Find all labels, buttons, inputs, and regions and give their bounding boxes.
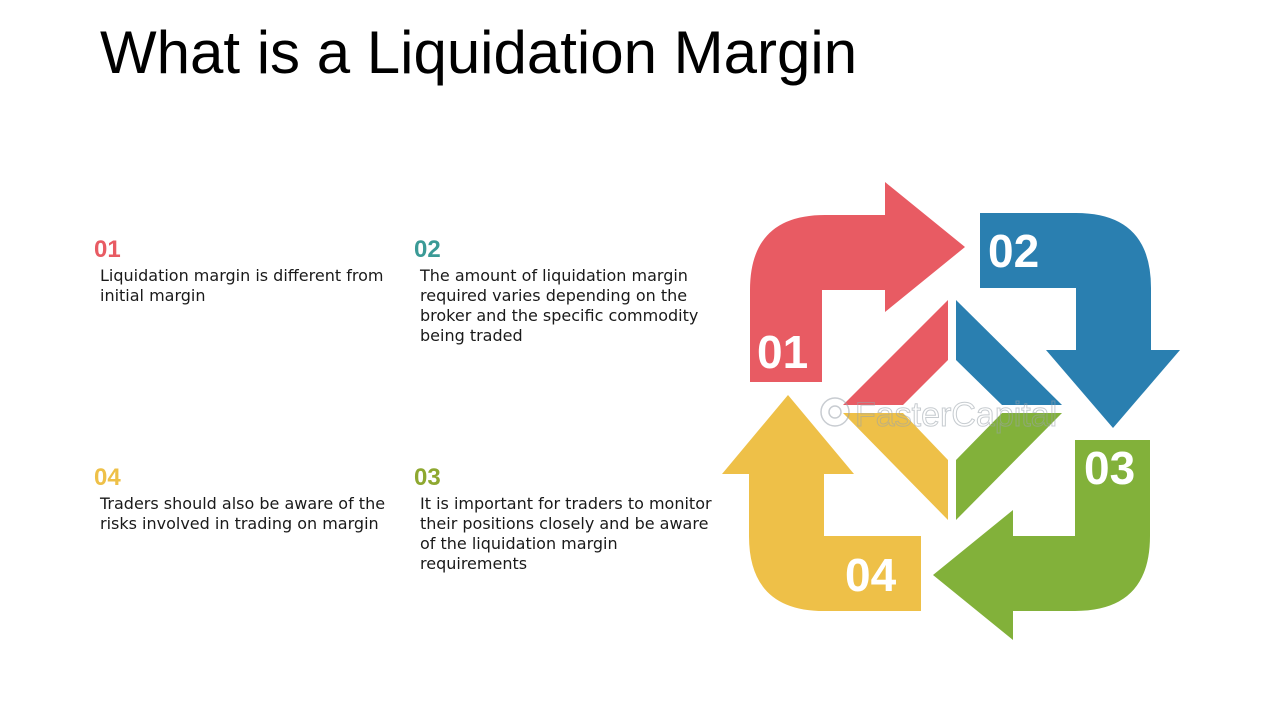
point-03-number: 03 xyxy=(414,464,441,491)
arrow-02 xyxy=(980,213,1180,428)
watermark-text: FasterCapital xyxy=(855,396,1057,434)
label-02: 02 xyxy=(988,225,1039,277)
arrow-04 xyxy=(722,395,921,611)
point-02-number: 02 xyxy=(414,236,441,263)
center-piece-03 xyxy=(956,413,1062,520)
point-03-text: It is important for traders to monitor t… xyxy=(420,494,712,573)
point-04: 04 Traders should also be aware of the r… xyxy=(94,464,400,534)
arrow-03 xyxy=(933,440,1150,640)
label-04: 04 xyxy=(845,549,897,601)
label-03: 03 xyxy=(1084,442,1135,494)
cycle-diagram: FasterCapital 01 02 03 04 xyxy=(722,182,1180,640)
label-01: 01 xyxy=(757,326,808,378)
point-01-text: Liquidation margin is different from ini… xyxy=(100,266,384,305)
center-piece-04 xyxy=(843,413,948,520)
page-title: What is a Liquidation Margin xyxy=(100,19,858,86)
point-01-number: 01 xyxy=(94,236,121,263)
arrow-01 xyxy=(750,182,965,382)
center-diamond xyxy=(908,364,998,454)
center-piece-01 xyxy=(843,300,948,405)
point-01: 01 Liquidation margin is different from … xyxy=(94,236,400,306)
point-03: 03 It is important for traders to monito… xyxy=(414,464,720,574)
center-piece-02 xyxy=(956,300,1062,405)
point-04-number: 04 xyxy=(94,464,121,491)
point-02-text: The amount of liquidation margin require… xyxy=(420,266,699,345)
point-04-text: Traders should also be aware of the risk… xyxy=(100,494,386,533)
point-02: 02 The amount of liquidation margin requ… xyxy=(414,236,720,346)
watermark: FasterCapital xyxy=(820,396,1058,435)
